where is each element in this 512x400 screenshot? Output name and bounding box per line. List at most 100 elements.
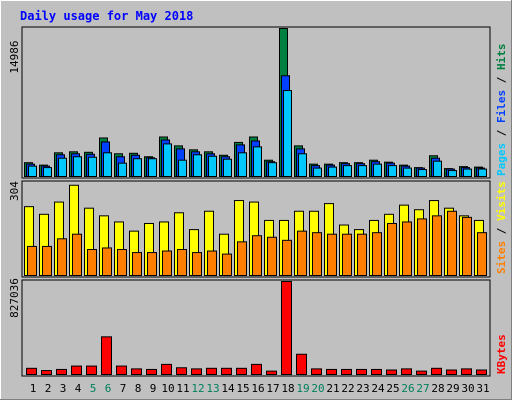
bar-bottom-kbytes-day-1 (26, 367, 37, 376)
bar-bottom-kbytes-day-15 (236, 367, 247, 376)
day-label-31: 31 (476, 382, 489, 395)
middle-max-label: 304 (8, 181, 21, 201)
legend-pages: Pages (495, 143, 508, 176)
day-label-17: 17 (266, 382, 279, 395)
bar-top-pages-day-24 (373, 163, 382, 178)
bar-top-pages-day-6 (103, 152, 112, 178)
legend-sep-1: / (495, 123, 508, 143)
bar-top-pages-day-1 (28, 165, 37, 178)
bar-bottom-kbytes-day-6 (101, 336, 112, 375)
bar-bottom-kbytes-day-21 (326, 368, 337, 375)
bar-middle-sites-day-30 (462, 216, 472, 276)
bar-middle-sites-day-19 (297, 230, 307, 276)
bar-bottom-kbytes-day-19 (296, 353, 307, 375)
bar-top-pages-day-17 (268, 162, 277, 178)
day-label-24: 24 (371, 382, 385, 395)
bar-top-pages-day-12 (193, 154, 202, 178)
day-label-6: 6 (105, 382, 112, 395)
legend-sites: Sites (495, 241, 508, 274)
bar-middle-sites-day-29 (447, 210, 457, 276)
bar-top-pages-day-5 (88, 156, 97, 177)
bar-middle-sites-day-9 (147, 252, 157, 277)
top-legend: Pages / Files / Hits (495, 44, 508, 177)
bar-middle-sites-day-24 (372, 232, 382, 276)
bar-top-pages-day-18 (283, 90, 292, 177)
bar-bottom-kbytes-day-22 (341, 368, 352, 375)
day-label-8: 8 (135, 382, 142, 395)
bar-bottom-kbytes-day-25 (386, 369, 397, 376)
bar-top-pages-day-7 (118, 162, 127, 177)
bar-bottom-kbytes-day-17 (266, 370, 277, 375)
bar-top-pages-day-29 (448, 170, 457, 177)
bar-bottom-kbytes-day-9 (146, 368, 157, 375)
day-label-9: 9 (150, 382, 157, 395)
bar-middle-sites-day-1 (27, 245, 37, 276)
day-label-22: 22 (341, 382, 354, 395)
top-max-label: 14986 (8, 40, 21, 73)
bar-top-pages-day-26 (403, 167, 412, 178)
bar-bottom-kbytes-day-20 (311, 368, 322, 375)
bar-top-pages-day-21 (328, 166, 337, 177)
panel-bottom-bars (26, 281, 487, 376)
bar-bottom-kbytes-day-27 (416, 370, 427, 375)
panel-middle-bars (24, 184, 487, 277)
day-label-30: 30 (461, 382, 474, 395)
day-label-5: 5 (90, 382, 97, 395)
bar-middle-sites-day-14 (222, 253, 232, 276)
bar-middle-sites-day-2 (42, 245, 52, 276)
bar-top-pages-day-8 (133, 158, 142, 177)
bar-middle-sites-day-5 (87, 248, 97, 276)
bar-bottom-kbytes-day-12 (191, 368, 202, 375)
bar-middle-sites-day-12 (192, 252, 202, 277)
bar-bottom-kbytes-day-2 (41, 370, 52, 376)
day-label-28: 28 (431, 382, 444, 395)
day-label-3: 3 (60, 382, 67, 395)
bar-bottom-kbytes-day-7 (116, 365, 127, 375)
day-label-13: 13 (206, 382, 219, 395)
day-label-18: 18 (281, 382, 294, 395)
day-label-26: 26 (401, 382, 414, 395)
bar-middle-sites-day-10 (162, 250, 172, 277)
chart-title: Daily usage for May 2018 (20, 9, 193, 23)
bar-bottom-kbytes-day-16 (251, 363, 262, 375)
day-label-12: 12 (191, 382, 204, 395)
bar-top-pages-day-16 (253, 146, 262, 177)
bar-top-pages-day-30 (463, 168, 472, 178)
bar-bottom-kbytes-day-24 (371, 368, 382, 375)
day-label-23: 23 (356, 382, 369, 395)
bar-middle-sites-day-11 (177, 248, 187, 276)
bar-bottom-kbytes-day-5 (86, 365, 97, 375)
bar-middle-sites-day-18 (282, 239, 292, 276)
bar-middle-sites-day-8 (132, 252, 142, 277)
bar-bottom-kbytes-day-26 (401, 368, 412, 375)
bar-bottom-kbytes-day-28 (431, 367, 442, 376)
day-label-29: 29 (446, 382, 459, 395)
day-label-20: 20 (311, 382, 324, 395)
bar-middle-sites-day-28 (432, 215, 442, 277)
legend-kbytes: KBytes (495, 334, 508, 374)
bar-top-pages-day-23 (358, 165, 367, 177)
day-label-21: 21 (326, 382, 339, 395)
bar-bottom-kbytes-day-14 (221, 367, 232, 376)
legend-files: Files (495, 90, 508, 123)
bar-top-pages-day-27 (418, 169, 427, 178)
bar-top-pages-day-19 (298, 153, 307, 177)
day-label-11: 11 (176, 382, 189, 395)
bar-top-pages-day-13 (208, 155, 217, 178)
day-labels: 1 2 3 4 5 6 7 8 9 10 11 12 13 14 15 16 17 18 19 20 21 22 23 24 2… (30, 382, 490, 395)
bar-top-pages-day-4 (73, 156, 82, 177)
bar-middle-sites-day-16 (252, 235, 262, 277)
bar-top-pages-day-15 (238, 152, 247, 178)
day-label-7: 7 (120, 382, 127, 395)
panel-top-bars (24, 28, 487, 178)
bar-bottom-kbytes-day-3 (56, 368, 67, 375)
bar-middle-sites-day-22 (342, 233, 352, 276)
day-label-16: 16 (251, 382, 264, 395)
day-label-4: 4 (75, 382, 82, 395)
legend-visits: Visits (495, 181, 508, 221)
bar-bottom-kbytes-day-30 (461, 368, 472, 375)
bar-middle-sites-day-26 (402, 221, 412, 277)
bar-middle-sites-day-4 (72, 233, 82, 276)
bar-top-pages-day-20 (313, 167, 322, 178)
